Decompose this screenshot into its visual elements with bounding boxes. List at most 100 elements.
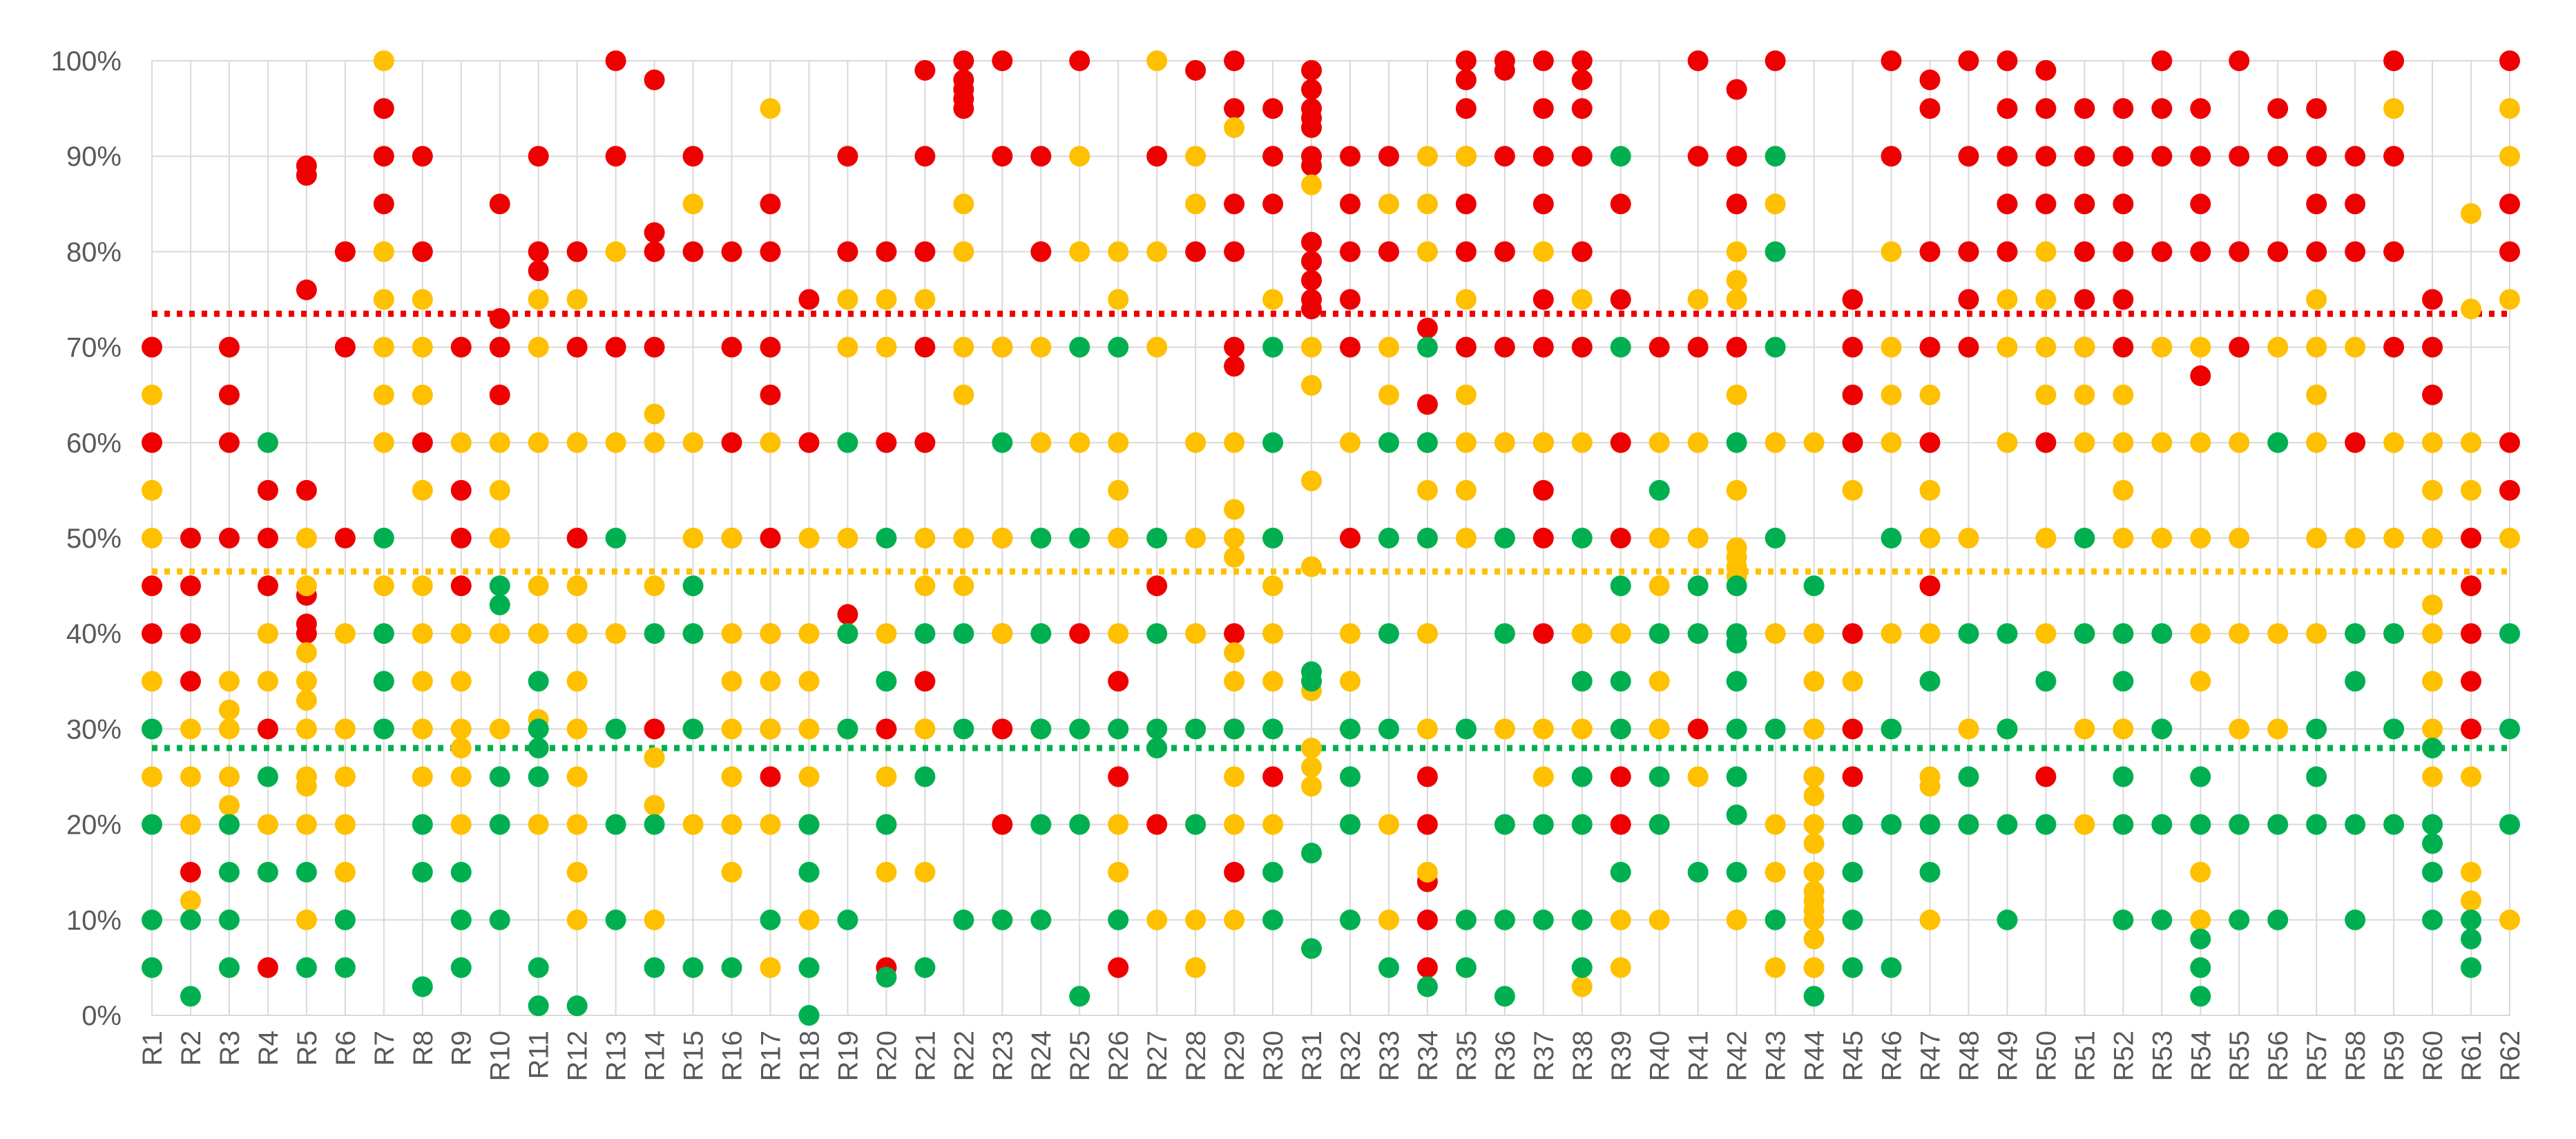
data-point — [1571, 528, 1593, 548]
data-point — [2190, 98, 2211, 119]
data-point — [1997, 336, 2018, 358]
data-point — [837, 604, 858, 625]
data-point — [2306, 718, 2327, 740]
data-point — [1455, 909, 1477, 930]
data-point — [2035, 241, 2057, 262]
data-point — [296, 957, 317, 978]
data-point — [412, 623, 433, 644]
data-point — [1069, 814, 1090, 835]
data-point — [2190, 861, 2211, 883]
data-point — [2113, 909, 2134, 930]
data-point — [412, 146, 433, 167]
data-point — [2306, 289, 2327, 310]
data-point — [296, 528, 317, 548]
data-point — [2422, 528, 2443, 548]
data-point — [644, 718, 665, 740]
data-point — [1416, 193, 1438, 215]
data-point — [1455, 528, 1477, 548]
data-point — [2345, 671, 2366, 692]
x-tick-label: R37 — [1529, 1031, 1559, 1081]
data-point — [1610, 193, 1631, 215]
data-point — [2345, 336, 2366, 358]
data-point — [1494, 623, 1515, 644]
data-point — [1494, 241, 1515, 262]
data-point — [2383, 336, 2405, 358]
data-point — [1378, 193, 1399, 215]
data-point — [1301, 174, 1323, 195]
data-point — [450, 718, 472, 740]
data-point — [2306, 432, 2327, 453]
data-point — [180, 890, 201, 912]
data-point — [605, 50, 626, 71]
data-point — [876, 766, 897, 787]
data-point — [605, 432, 626, 453]
data-point — [682, 575, 704, 597]
data-point — [1803, 928, 1825, 950]
data-point — [1224, 546, 1245, 568]
x-tick-label: R4 — [253, 1031, 284, 1066]
data-point — [1610, 957, 1631, 978]
data-point — [142, 718, 162, 740]
data-point — [1108, 814, 1129, 835]
data-point — [2422, 336, 2443, 358]
data-point — [798, 528, 820, 548]
x-tick-label: R9 — [447, 1031, 477, 1066]
data-point — [914, 146, 936, 167]
data-point — [1881, 241, 1902, 262]
data-point — [1224, 50, 1245, 71]
data-point — [1687, 766, 1709, 787]
data-point — [412, 432, 433, 453]
data-point — [2229, 241, 2250, 262]
data-point — [1532, 146, 1554, 167]
x-tick-label: R26 — [1104, 1031, 1134, 1081]
data-point — [760, 623, 781, 644]
x-tick-label: R43 — [1761, 1031, 1791, 1081]
data-point — [334, 336, 356, 358]
data-point — [334, 957, 356, 978]
data-point — [450, 814, 472, 835]
data-point — [2345, 909, 2366, 930]
data-point — [1726, 766, 1747, 787]
data-point — [2499, 623, 2520, 644]
data-point — [450, 575, 472, 597]
data-point — [1803, 718, 1825, 740]
data-point — [1958, 241, 1979, 262]
data-point — [1765, 50, 1786, 71]
data-point — [1224, 336, 1245, 358]
data-point — [1765, 528, 1786, 548]
data-point — [2383, 98, 2405, 119]
data-point — [2035, 814, 2057, 835]
data-point — [1997, 241, 2018, 262]
data-point — [2190, 957, 2211, 978]
data-point — [644, 957, 665, 978]
data-point — [2190, 528, 2211, 548]
data-point — [837, 623, 858, 644]
data-point — [528, 814, 549, 835]
data-point — [1610, 718, 1631, 740]
x-tick-label: R8 — [408, 1031, 439, 1066]
y-tick-label: 80% — [66, 237, 122, 267]
data-point — [528, 738, 549, 759]
data-point — [2383, 718, 2405, 740]
data-point — [373, 336, 394, 358]
data-point — [1842, 957, 1863, 978]
data-points — [142, 50, 2520, 1026]
data-point — [180, 861, 201, 883]
data-point — [1416, 957, 1438, 978]
data-point — [566, 528, 588, 548]
data-point — [876, 671, 897, 692]
data-point — [1455, 146, 1477, 167]
data-point — [1765, 336, 1786, 358]
data-point — [566, 241, 588, 262]
data-point — [2113, 146, 2134, 167]
data-point — [1030, 432, 1052, 453]
data-point — [1146, 814, 1168, 835]
data-point — [1765, 861, 1786, 883]
data-point — [798, 289, 820, 310]
data-point — [1532, 479, 1554, 501]
x-tick-label: R18 — [794, 1031, 825, 1081]
data-point — [1301, 756, 1323, 778]
data-point — [142, 671, 162, 692]
data-point — [1030, 146, 1052, 167]
data-point — [2074, 193, 2095, 215]
